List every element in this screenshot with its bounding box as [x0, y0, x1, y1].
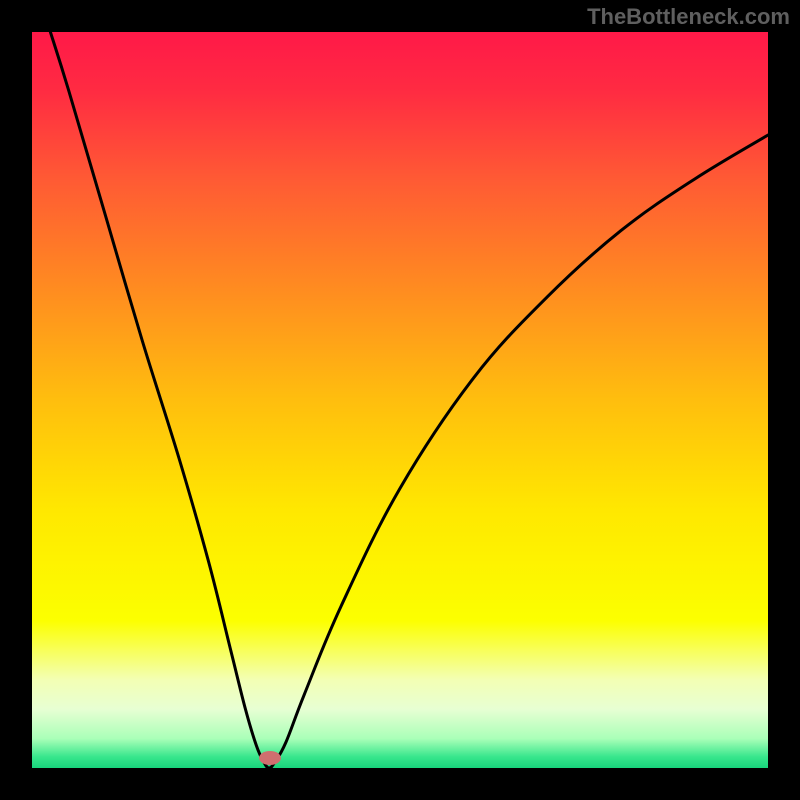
bottleneck-curve — [32, 32, 768, 768]
watermark-text: TheBottleneck.com — [587, 4, 790, 30]
plot-area — [32, 32, 768, 768]
chart-container: TheBottleneck.com — [0, 0, 800, 800]
curve-path — [50, 32, 768, 768]
optimum-marker — [259, 751, 281, 765]
